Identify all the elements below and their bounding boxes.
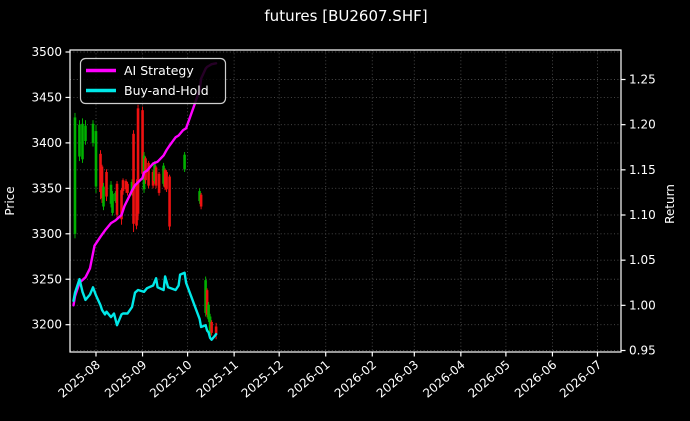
candle-body	[144, 158, 147, 181]
return-tick-label: 0.95	[629, 344, 656, 358]
candle-body	[162, 165, 165, 184]
legend: AI Strategy Buy-and-Hold	[79, 57, 227, 105]
candle-body	[135, 183, 138, 226]
candle-body	[132, 133, 135, 224]
candle-body	[100, 166, 104, 199]
candle-body	[109, 184, 113, 204]
price-tick-label: 3450	[31, 90, 62, 104]
candle-body	[114, 192, 117, 202]
legend-box	[79, 57, 227, 105]
candle-body	[91, 123, 95, 143]
return-tick-label: 1.15	[629, 163, 656, 177]
candle-body	[208, 316, 212, 335]
candle-body	[99, 153, 102, 192]
candle-body	[73, 117, 77, 234]
candle-body	[151, 171, 155, 186]
candlestick-series	[73, 104, 218, 340]
candle-body	[126, 183, 129, 193]
chart-title: futures [BU2607.SHF]	[264, 7, 427, 25]
candle-body	[147, 162, 150, 186]
candle-body	[204, 280, 207, 313]
axis-ticks	[65, 51, 626, 357]
return-tick-label: 1.20	[629, 118, 656, 132]
candle-body	[183, 154, 186, 170]
y-axis-label-price: Price	[3, 186, 17, 215]
candle-body	[199, 194, 203, 207]
candle-body	[136, 108, 140, 214]
candle-body	[78, 124, 81, 157]
candle-body	[105, 171, 108, 197]
candle-body	[154, 167, 158, 186]
candle-body	[124, 181, 128, 190]
candle-body	[115, 183, 119, 215]
return-tick-label: 1.25	[629, 73, 656, 87]
return-tick-label: 1.10	[629, 208, 656, 222]
return-tick-label: 1.00	[629, 298, 656, 312]
candle-body	[168, 176, 171, 227]
candle-body	[210, 321, 213, 333]
plot-border	[69, 49, 622, 353]
candle-body	[198, 191, 201, 202]
price-tick-label: 3300	[31, 227, 62, 241]
candle-body	[207, 304, 210, 320]
candle-body	[111, 193, 114, 213]
price-tick-label: 3200	[31, 318, 62, 332]
candle-body	[130, 181, 134, 193]
candle-body	[214, 326, 218, 335]
price-tick-label: 3350	[31, 181, 62, 195]
candle-body	[121, 180, 125, 192]
candle-body	[165, 171, 168, 190]
candle-body	[153, 163, 156, 182]
price-tick-label: 3400	[31, 136, 62, 150]
legend-label-ai-strategy: AI Strategy	[124, 63, 194, 78]
candle-body	[102, 186, 105, 207]
candle-body	[157, 173, 161, 193]
price-tick-label: 3500	[31, 45, 62, 59]
candle-body	[163, 170, 167, 188]
candle-body	[205, 290, 209, 315]
candle-body	[94, 131, 98, 187]
legend-label-buy-and-hold: Buy-and-Hold	[124, 83, 209, 98]
candle-body	[84, 125, 87, 142]
series-line-buy-and-hold	[72, 271, 218, 341]
candle-body	[120, 190, 123, 220]
price-tick-label: 3250	[31, 272, 62, 286]
y-axis-label-return: Return	[663, 184, 677, 224]
grid-lines	[70, 50, 621, 352]
return-tick-label: 1.05	[629, 253, 656, 267]
candle-body	[81, 123, 84, 160]
candle-body	[141, 110, 144, 174]
